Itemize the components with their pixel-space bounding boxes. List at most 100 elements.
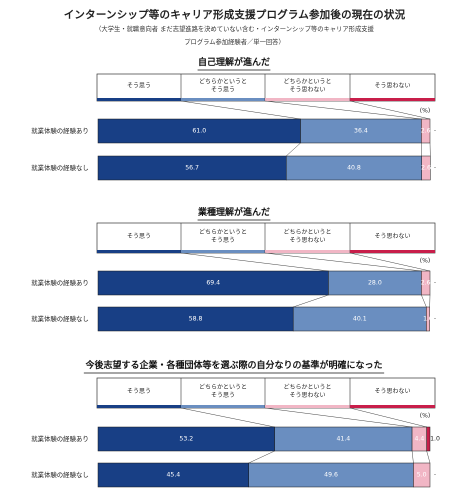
chart-3-unit-label: (%) <box>420 413 430 420</box>
chart-3-legend-label-3: そう思わない <box>289 392 325 399</box>
chart-3-legend-swatch-4 <box>350 405 435 408</box>
chart-3-bar-2-segment-2 <box>248 462 414 488</box>
chart-2-legend-swatch-3 <box>265 250 350 253</box>
chart-1-connector-line <box>264 100 422 120</box>
chart-2-connector-line <box>349 252 431 272</box>
chart-2-data-label-2-3: 1.0 <box>423 316 433 323</box>
chart-1-bar-1-segment-3 <box>421 118 431 144</box>
chart-1-legend-box <box>96 73 436 102</box>
chart-1-category-label-2: 就業体験の経験なし <box>31 163 89 172</box>
chart-1-data-label-1-2: 36.4 <box>354 128 368 135</box>
chart-1-category-label-1: 就業体験の経験あり <box>31 126 89 135</box>
chart-1-connector-line <box>180 100 301 120</box>
chart-1-legend-label-1: そう思う <box>127 83 151 90</box>
chart-3-legend-label-4: そう思わない <box>374 388 410 395</box>
chart-1-data-label-1-3: 2.6 <box>421 128 431 135</box>
chart-2-bar-1-segment-2 <box>328 270 422 296</box>
chart-3-connector-line <box>349 407 427 428</box>
chart-2-row-connector-line <box>293 294 329 308</box>
chart-2-bar-1-segment-1 <box>97 270 329 296</box>
chart-1-legend-swatch-2 <box>181 98 265 101</box>
chart-3-legend-swatch-3 <box>265 405 350 408</box>
chart-1-row-connector-line <box>286 142 301 157</box>
chart-2-legend-label-1: そう思う <box>127 233 151 240</box>
chart-2-category-label-2: 就業体験の経験なし <box>31 314 89 323</box>
page-subtitle-line-2: プログラム参加経験者／単一回答） <box>184 39 285 46</box>
chart-1-data-label-2-2: 40.8 <box>347 165 361 172</box>
chart-3-legend-label-2: どちらかというと <box>199 383 247 391</box>
chart-1-legend-label-2: そう思う <box>211 87 235 94</box>
chart-1-connector-line <box>349 100 431 120</box>
chart-2-legend-swatch-2 <box>181 250 265 253</box>
chart-2-legend-label-3: どちらかというと <box>283 228 331 236</box>
chart-3-data-label-2-1: 45.4 <box>166 472 180 479</box>
chart-2-legend-label-4: そう思わない <box>374 233 410 240</box>
chart-3-bar-1-segment-1 <box>97 426 275 452</box>
chart-2-data-label-1-3: 2.6 <box>421 280 431 287</box>
chart-1-unit-label: (%) <box>420 108 430 115</box>
chart-1-data-label-1-1: 61.0 <box>192 128 206 135</box>
chart-2-bar-2-segment-1 <box>97 306 294 332</box>
chart-2-legend-label-2: どちらかというと <box>199 228 247 236</box>
chart-1-bar-2-segment-3 <box>421 155 431 181</box>
chart-1-bar-1-segment-2 <box>300 118 422 144</box>
chart-2-bar-2-segment-2 <box>292 306 427 332</box>
page-subtitle-line-1: （大学生・就職意向者 まだ志望進路を決めていない含む・インターンシップ等のキャリ… <box>95 26 374 33</box>
chart-3-data-label-1-3: 4.4 <box>414 436 424 443</box>
chart-3-legend-label-2: そう思う <box>211 392 235 399</box>
chart-3-row-connector-line <box>426 450 431 464</box>
chart-1-bar-1-segment-1 <box>97 118 301 144</box>
page-title: インターンシップ等のキャリア形成支援プログラム参加後の現在の状況 <box>63 9 406 21</box>
chart-3-data-label-2-4: - <box>434 472 436 479</box>
chart-3-row-connector-line <box>248 450 275 464</box>
chart-3-bar-2-segment-3 <box>413 462 431 488</box>
chart-3-title: 今後志望する企業・各種団体等を選ぶ際の自分なりの基準が明確になった <box>84 359 382 371</box>
chart-3-data-label-2-3: 5.0 <box>417 472 427 479</box>
chart-2-unit-label: (%) <box>420 258 430 265</box>
chart-2-legend-label-3: そう思わない <box>289 237 325 244</box>
chart-3-legend-label-1: そう思う <box>127 388 151 395</box>
chart-3-category-label-2: 就業体験の経験なし <box>31 470 89 479</box>
chart-3-data-label-1-1: 53.2 <box>179 436 193 443</box>
chart-3-data-label-2-2: 49.6 <box>324 472 338 479</box>
chart-3-connector-line <box>264 407 413 428</box>
chart-1-legend-swatch-3 <box>265 98 350 101</box>
chart-3-legend-label-3: どちらかというと <box>283 383 331 391</box>
chart-1-data-label-2-4: - <box>434 165 436 172</box>
chart-3-category-label-1: 就業体験の経験あり <box>31 434 89 443</box>
chart-1-legend-label-3: そう思わない <box>289 87 325 94</box>
chart-2-legend-swatch-4 <box>350 250 435 253</box>
chart-2-legend-swatch-1 <box>97 250 181 253</box>
chart-2-connector-line <box>180 252 329 272</box>
chart-1-legend-label-4: そう思わない <box>374 83 410 90</box>
chart-3-data-label-1-2: 41.4 <box>336 436 350 443</box>
chart-1-data-label-2-3: 2.6 <box>421 165 431 172</box>
chart-3-connector-line <box>180 407 275 428</box>
chart-3-bar-1-segment-4 <box>426 426 431 452</box>
chart-2-category-label-1: 就業体験の経験あり <box>31 278 89 287</box>
chart-1-legend-label-2: どちらかというと <box>199 78 247 86</box>
chart-3-row-connector-line <box>411 450 414 464</box>
chart-3-legend-swatch-1 <box>97 405 181 408</box>
chart-2-data-label-1-4: - <box>434 280 436 287</box>
chart-1-legend-swatch-4 <box>350 98 435 101</box>
chart-3-legend-swatch-2 <box>181 405 265 408</box>
chart-3-bar-2-segment-1 <box>97 462 249 488</box>
chart-1-data-label-2-1: 56.7 <box>185 165 199 172</box>
chart-1-legend-label-3: どちらかというと <box>283 78 331 86</box>
chart-2-data-label-2-4: - <box>434 316 436 323</box>
chart-2-data-label-1-1: 69.4 <box>206 280 220 287</box>
chart-1-title: 自己理解が進んだ <box>198 56 270 68</box>
chart-3-data-label-1-4: 1.0 <box>430 436 440 443</box>
chart-3-legend-box <box>96 377 436 409</box>
chart-2-connector-line <box>264 252 422 272</box>
chart-1-legend-swatch-1 <box>97 98 181 101</box>
chart-2-data-label-2-1: 58.8 <box>189 316 203 323</box>
chart-2-bar-1-segment-3 <box>421 270 431 296</box>
chart-2-legend-label-2: そう思う <box>211 237 235 244</box>
chart-2-row-connector-line <box>421 294 427 308</box>
chart-2-data-label-1-2: 28.0 <box>368 280 382 287</box>
chart-2-title: 業種理解が進んだ <box>197 206 270 218</box>
chart-3-bar-1-segment-2 <box>274 426 413 452</box>
